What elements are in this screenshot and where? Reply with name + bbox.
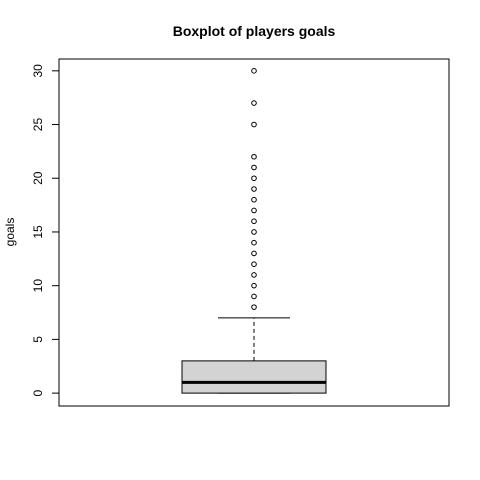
y-tick-label: 25 <box>31 118 45 132</box>
y-tick-label: 30 <box>31 64 45 78</box>
outlier-point <box>251 282 257 289</box>
outlier-point <box>251 250 257 257</box>
y-tick-label: 15 <box>31 225 45 239</box>
y-tick-label: 0 <box>31 389 45 396</box>
box-group <box>181 317 327 394</box>
outlier-point <box>251 239 257 246</box>
outlier-point <box>251 207 257 214</box>
y-tick-label: 10 <box>31 279 45 293</box>
outlier-point <box>251 153 257 160</box>
outlier-point <box>251 304 257 310</box>
outlier-point <box>251 196 257 203</box>
outlier-point <box>251 175 257 182</box>
outlier-point <box>251 261 257 267</box>
outlier-point <box>251 229 257 235</box>
outlier-point <box>251 121 257 128</box>
outlier-point <box>251 293 257 300</box>
y-axis-label: goals <box>3 218 17 247</box>
outlier-points <box>251 68 257 310</box>
outlier-point <box>251 100 257 106</box>
box-iqr <box>181 360 327 394</box>
chart-title: Boxplot of players goals <box>173 23 336 39</box>
outlier-point <box>251 68 257 74</box>
y-tick-label: 20 <box>31 171 45 185</box>
outlier-point <box>251 164 257 171</box>
outlier-point <box>251 272 257 278</box>
outlier-point <box>251 218 257 225</box>
y-tick-label: 5 <box>31 336 45 343</box>
y-axis-ticks: 0 5 10 15 20 25 30 <box>31 64 59 396</box>
outlier-point <box>251 186 257 192</box>
